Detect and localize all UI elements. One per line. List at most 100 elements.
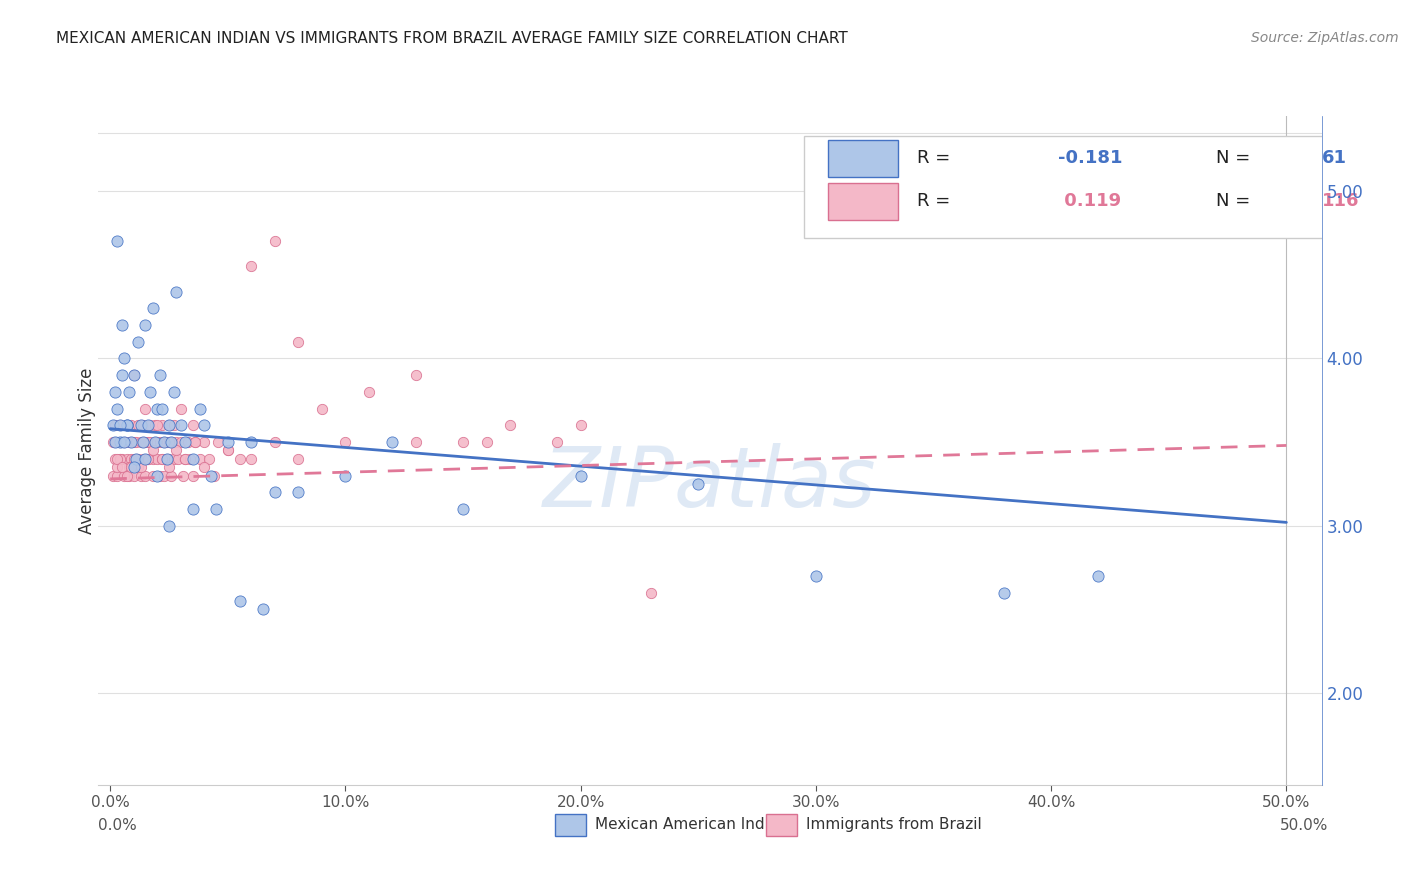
Point <box>217 443 239 458</box>
Point <box>1087 569 1109 583</box>
Point <box>118 435 141 450</box>
Point <box>335 468 357 483</box>
Point <box>188 451 211 466</box>
Point <box>112 435 135 450</box>
Point <box>111 460 134 475</box>
Point <box>198 451 221 466</box>
Point <box>105 435 128 450</box>
Point <box>157 418 180 433</box>
Point <box>150 451 173 466</box>
Point <box>104 435 127 450</box>
Point <box>132 435 155 450</box>
Point <box>405 368 427 383</box>
Point <box>122 435 145 450</box>
Point <box>263 485 285 500</box>
Point <box>105 460 128 475</box>
Point <box>177 435 200 450</box>
Point <box>157 518 180 533</box>
Point <box>132 435 155 450</box>
Point <box>136 451 159 466</box>
Point <box>156 435 179 450</box>
Point <box>311 401 333 416</box>
Point <box>141 301 163 316</box>
Point <box>141 451 163 466</box>
Point <box>115 418 138 433</box>
Point <box>105 468 128 483</box>
Text: MEXICAN AMERICAN INDIAN VS IMMIGRANTS FROM BRAZIL AVERAGE FAMILY SIZE CORRELATIO: MEXICAN AMERICAN INDIAN VS IMMIGRANTS FR… <box>56 31 848 46</box>
Text: -0.181: -0.181 <box>1059 150 1122 168</box>
Point <box>150 451 173 466</box>
Point <box>163 418 186 433</box>
Point <box>104 418 127 433</box>
Point <box>499 418 522 433</box>
Point <box>122 368 145 383</box>
Point <box>143 435 166 450</box>
Point <box>134 451 156 466</box>
Text: Source: ZipAtlas.com: Source: ZipAtlas.com <box>1251 31 1399 45</box>
Point <box>125 451 148 466</box>
Point <box>108 451 131 466</box>
Point <box>132 418 155 433</box>
Point <box>174 435 197 450</box>
Point <box>111 435 134 450</box>
Point <box>157 435 180 450</box>
Point <box>122 468 145 483</box>
Point <box>156 451 179 466</box>
Point <box>134 435 156 450</box>
Point <box>217 435 239 450</box>
Point <box>111 318 134 332</box>
Point <box>287 485 309 500</box>
Point <box>120 435 142 450</box>
Point <box>287 334 309 349</box>
Point <box>141 443 163 458</box>
Point <box>163 451 186 466</box>
Text: N =: N = <box>1216 193 1256 211</box>
Text: Immigrants from Brazil: Immigrants from Brazil <box>806 817 981 832</box>
Point <box>122 368 145 383</box>
Text: 0.119: 0.119 <box>1059 193 1122 211</box>
Point <box>129 435 152 450</box>
Point <box>120 451 142 466</box>
Point <box>108 451 131 466</box>
Point <box>569 418 592 433</box>
Point <box>569 468 592 483</box>
Point <box>335 435 357 450</box>
Point <box>163 384 186 399</box>
Point <box>141 468 163 483</box>
Point <box>111 451 134 466</box>
Point <box>804 569 827 583</box>
Point <box>184 435 207 450</box>
Point <box>146 401 169 416</box>
Bar <box>828 140 898 177</box>
Point <box>127 334 149 349</box>
Text: 116: 116 <box>1322 193 1360 211</box>
Point <box>129 460 152 475</box>
Point <box>105 451 128 466</box>
Point <box>381 435 404 450</box>
Point <box>111 368 134 383</box>
Point <box>149 368 172 383</box>
Point <box>160 435 183 450</box>
Bar <box>804 136 1406 238</box>
Point <box>139 384 162 399</box>
Point <box>134 318 156 332</box>
Point <box>228 594 250 608</box>
Point <box>146 468 169 483</box>
Point <box>101 468 124 483</box>
Text: N =: N = <box>1216 150 1256 168</box>
Point <box>112 435 135 450</box>
Point <box>170 435 193 450</box>
Text: 61: 61 <box>1322 150 1347 168</box>
Point <box>105 235 128 249</box>
Point <box>174 451 197 466</box>
Point <box>122 460 145 475</box>
Point <box>129 418 152 433</box>
Point <box>153 435 176 450</box>
Point <box>104 384 127 399</box>
Point <box>127 451 149 466</box>
Point <box>146 418 169 433</box>
Point <box>125 451 148 466</box>
Point <box>207 435 229 450</box>
Point <box>181 451 204 466</box>
Point <box>108 435 131 450</box>
